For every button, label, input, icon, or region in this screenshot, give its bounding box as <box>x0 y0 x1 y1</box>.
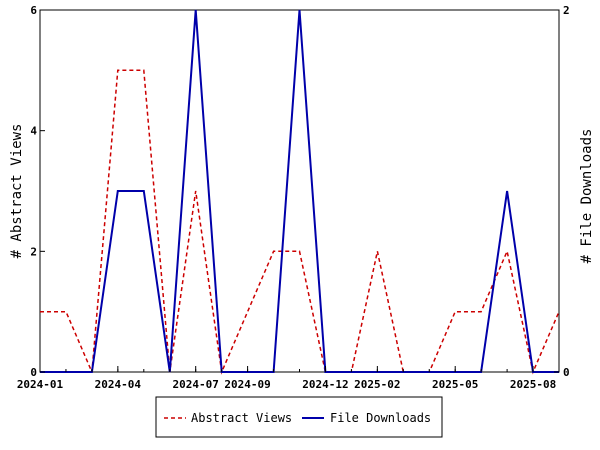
series-layer <box>40 9 560 375</box>
x-tick-label: 2025-05 <box>432 378 478 391</box>
y-left-tick-label: 4 <box>30 125 37 138</box>
x-tick-label: 2025-08 <box>510 378 556 391</box>
axes-layer: 0 2 4 6 0 2 2024-01 2024-04 2024-07 2024-09 2024-1… <box>17 4 570 391</box>
legend-label-abstract-views: Abstract Views <box>191 411 292 425</box>
y-left-tick-label: 6 <box>30 4 37 17</box>
y-axis-right-title: # File Downloads <box>579 129 595 264</box>
y-left-tick-label: 2 <box>30 245 37 258</box>
x-tick-label: 2024-01 <box>17 378 64 391</box>
x-tick-label: 2024-12 <box>302 378 348 391</box>
x-tick-label: 2024-07 <box>173 378 219 391</box>
legend: Abstract Views File Downloads <box>155 396 443 438</box>
y-axis-left-title: # Abstract Views <box>9 124 25 259</box>
x-tick-label: 2024-04 <box>95 378 142 391</box>
y-left-tick-label: 0 <box>30 366 37 379</box>
y-right-tick-label: 0 <box>563 366 570 379</box>
series-line-file-downloads <box>40 9 559 373</box>
series-line-abstract-views <box>40 69 560 375</box>
legend-label-file-downloads: File Downloads <box>330 411 431 425</box>
x-tick-label: 2025-02 <box>354 378 400 391</box>
legend-box <box>155 396 443 438</box>
y-right-tick-label: 2 <box>563 4 570 17</box>
x-tick-label: 2024-09 <box>224 378 270 391</box>
